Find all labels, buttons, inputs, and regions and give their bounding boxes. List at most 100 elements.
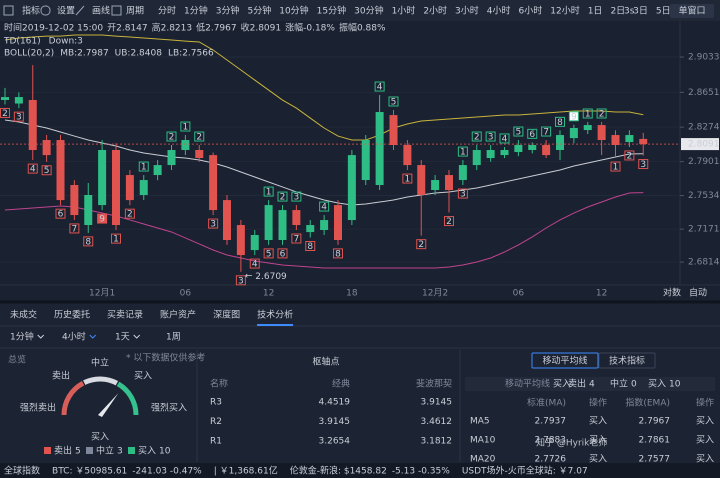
td-label: 1 bbox=[266, 188, 272, 198]
period[interactable]: 30分钟 bbox=[354, 5, 383, 17]
count-label: 中立 bbox=[96, 445, 114, 457]
period[interactable]: 3小时 bbox=[455, 5, 479, 17]
tab[interactable]: 历史委托 bbox=[54, 309, 90, 321]
td-label: 9 bbox=[99, 215, 105, 225]
window[interactable]: 单窗口 bbox=[678, 5, 705, 17]
td-box bbox=[319, 201, 330, 212]
y-tick-label: 2.9033 bbox=[688, 53, 720, 63]
td-label: 2 bbox=[196, 133, 202, 143]
td-legend: TD(161) bbox=[3, 37, 41, 47]
candle-body bbox=[597, 125, 606, 141]
td-label: 4 bbox=[377, 83, 383, 93]
ma-cell: 买入 bbox=[696, 454, 714, 465]
td-label: 6 bbox=[58, 210, 64, 220]
info: 开2.8147 bbox=[107, 23, 148, 34]
legend-swatch bbox=[86, 447, 93, 454]
count-value: 5 bbox=[75, 447, 81, 457]
td-label: 3 bbox=[210, 220, 216, 230]
td-box bbox=[249, 258, 260, 269]
period[interactable]: 5分钟 bbox=[247, 5, 271, 17]
gauge-buy-arc bbox=[116, 381, 139, 416]
tool[interactable]: 指标 bbox=[22, 5, 40, 17]
period[interactable]: 12小时 bbox=[550, 5, 579, 17]
tab[interactable]: 买卖记录 bbox=[107, 310, 143, 321]
ma-cell: 买入 bbox=[589, 435, 607, 446]
td-label: 4 bbox=[321, 203, 327, 213]
td-label: 2 bbox=[2, 109, 8, 119]
period[interactable]: 3分钟 bbox=[216, 5, 240, 17]
period[interactable]: 1日 bbox=[588, 6, 603, 17]
interval[interactable]: 1天 bbox=[115, 333, 130, 343]
pivot-header: 名称 bbox=[210, 378, 228, 390]
td-box bbox=[333, 248, 343, 259]
period[interactable]: 4小时 bbox=[487, 5, 511, 17]
td-box bbox=[27, 163, 38, 174]
td-box bbox=[541, 126, 552, 137]
ma-count-label: 卖出 bbox=[568, 378, 586, 390]
ma-button[interactable] bbox=[531, 352, 599, 369]
candle-body bbox=[500, 150, 509, 156]
axis-button[interactable]: 自动 bbox=[689, 287, 707, 299]
low-annotation: ← 2.6709 bbox=[245, 271, 287, 281]
ma-button-label[interactable]: 移动平均线 bbox=[542, 355, 587, 367]
interval[interactable]: 1分钟 bbox=[10, 331, 34, 343]
overview-note: * 以下数据仅供参考 bbox=[126, 352, 205, 364]
period[interactable]: 分时 bbox=[158, 5, 176, 17]
period[interactable]: 15分钟 bbox=[317, 5, 346, 17]
interval[interactable]: 1周 bbox=[166, 332, 181, 343]
info: 时间2019-12-02 15:00 bbox=[4, 22, 103, 34]
td-label: 4 bbox=[252, 260, 258, 270]
period[interactable]: 1小时 bbox=[392, 5, 416, 17]
td-box bbox=[41, 165, 52, 176]
tool[interactable]: 画线 bbox=[92, 5, 110, 17]
td-label: 3 bbox=[16, 113, 22, 123]
boll-lower bbox=[4, 192, 644, 269]
candle-body bbox=[209, 155, 218, 211]
ma-button-label[interactable]: 技术指标 bbox=[609, 355, 645, 367]
td-label: 1 bbox=[585, 110, 591, 120]
ma-button[interactable] bbox=[598, 352, 656, 369]
tab[interactable]: 未成交 bbox=[10, 309, 37, 321]
period[interactable]: 2小时 bbox=[423, 5, 447, 17]
candle-body bbox=[42, 140, 51, 156]
td-box bbox=[527, 128, 538, 139]
pivot-cell: R1 bbox=[210, 437, 222, 447]
td-box bbox=[97, 213, 108, 224]
period[interactable]: 2日 bbox=[610, 6, 625, 17]
tab[interactable]: 深度图 bbox=[213, 309, 240, 321]
candle-body bbox=[375, 112, 384, 186]
count-value: 3 bbox=[117, 447, 123, 457]
window-button[interactable] bbox=[670, 4, 714, 18]
period[interactable]: 6小时 bbox=[519, 5, 543, 17]
period[interactable]: 10分钟 bbox=[279, 5, 308, 17]
period[interactable]: 5日 bbox=[656, 6, 671, 17]
icon bbox=[40, 5, 51, 16]
td-box bbox=[471, 131, 482, 142]
candle-body bbox=[195, 150, 204, 159]
candle-body bbox=[445, 175, 453, 191]
period[interactable]: 1分钟 bbox=[184, 5, 208, 17]
y-tick-label: 2.8274 bbox=[688, 123, 720, 133]
period-label[interactable]: 周期 bbox=[126, 6, 144, 17]
tab[interactable]: 技术分析 bbox=[257, 309, 293, 321]
td-label: 7 bbox=[294, 235, 300, 245]
candle-body bbox=[514, 145, 523, 153]
boll-legend: UB:2.8408 bbox=[115, 49, 163, 59]
interval[interactable]: 4小时 bbox=[62, 331, 86, 343]
candle-body bbox=[28, 100, 37, 151]
y-tick-label: 2.8651 bbox=[688, 88, 720, 98]
candle-body bbox=[250, 235, 259, 251]
ma-summary: 移动平均线 bbox=[505, 378, 550, 390]
ticker: USDT场外-火币全球站: ￥7.07 bbox=[462, 465, 588, 477]
tab[interactable]: 账户资产 bbox=[160, 309, 196, 321]
candle-body bbox=[56, 140, 65, 201]
axis-button[interactable]: 对数 bbox=[663, 287, 681, 299]
refresh[interactable]: 3s bbox=[624, 7, 635, 17]
x-tick-label: 12月1 bbox=[89, 288, 115, 299]
period[interactable]: 3日 bbox=[633, 6, 648, 17]
td-box bbox=[111, 233, 121, 244]
tool[interactable]: 设置 bbox=[57, 6, 75, 17]
icon bbox=[75, 5, 85, 16]
td-box bbox=[124, 208, 135, 219]
